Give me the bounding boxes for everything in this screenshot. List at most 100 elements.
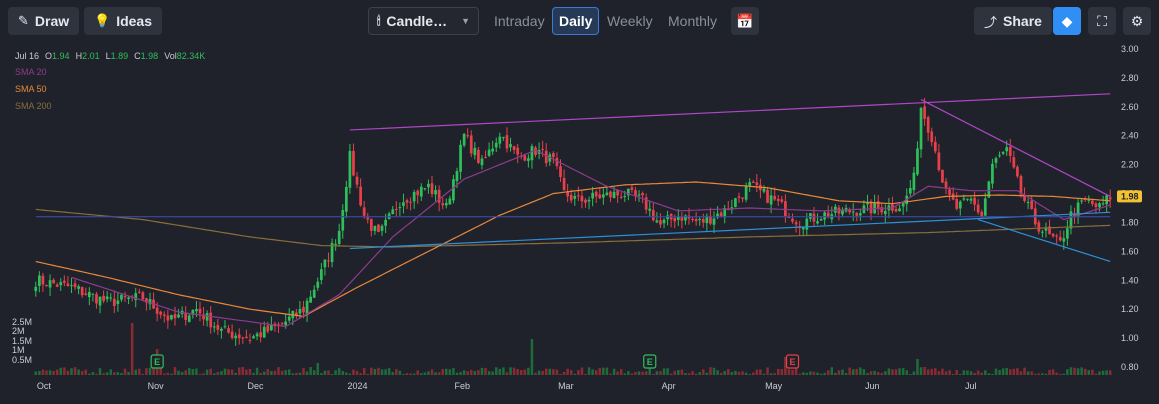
volume-bar [320, 373, 323, 375]
candle-body [601, 194, 605, 198]
ideas-button[interactable]: 💡 Ideas [84, 7, 162, 35]
volume-bar [805, 372, 809, 375]
volume-bar [891, 369, 894, 375]
volume-bar [409, 373, 412, 375]
tab-daily[interactable]: Daily [552, 7, 600, 35]
calendar-button[interactable]: 📅 [731, 7, 759, 35]
volume-bar [480, 367, 484, 375]
volume-bar [373, 368, 377, 375]
share-button[interactable]: ⤴ Share [974, 7, 1052, 35]
candle-body [655, 220, 659, 223]
volume-bar [298, 372, 302, 375]
volume-bar [277, 367, 280, 375]
candle-body [776, 198, 780, 201]
volume-bar [587, 367, 591, 375]
volume-bar [669, 373, 673, 375]
legend-sma-20[interactable]: SMA 20 [15, 67, 47, 77]
volume-bar [113, 372, 116, 375]
fullscreen-button[interactable]: ⛶ [1088, 7, 1116, 35]
volume-bar [470, 369, 473, 375]
volume-bar [34, 371, 38, 375]
earnings-marker[interactable]: E [150, 354, 164, 369]
draw-button[interactable]: ✎ Draw [8, 7, 80, 35]
candle-body [894, 208, 898, 212]
candle-body [816, 221, 819, 224]
candle-body [598, 194, 602, 199]
volume-bar [416, 370, 419, 375]
volume-bar [1044, 373, 1048, 375]
candle-body [502, 136, 505, 138]
tab-intraday[interactable]: Intraday [494, 13, 545, 29]
volume-bar [991, 373, 994, 375]
volume-bar [577, 370, 580, 375]
volume-bar [1076, 368, 1080, 375]
volume-bar [569, 370, 573, 375]
settings-button[interactable]: ⚙ [1123, 7, 1151, 35]
y-tick-label: 3.00 [1121, 44, 1139, 54]
candle-body [105, 296, 109, 300]
volume-bar [291, 373, 295, 375]
volume-bar [77, 369, 80, 375]
legend-sma-200[interactable]: SMA 200 [15, 101, 52, 111]
lightbulb-icon: 💡 [94, 13, 111, 28]
volume-bar [1012, 368, 1016, 375]
candle-body [680, 217, 684, 221]
sma-20-line [71, 149, 1111, 328]
candle-body [155, 307, 159, 314]
volume-bar [916, 359, 919, 375]
chevron-down-icon: ▼ [461, 16, 470, 26]
volume-bar [184, 370, 187, 375]
volume-bar [869, 371, 873, 375]
volume-bar [548, 368, 552, 375]
volume-bar [716, 370, 719, 375]
volume-bar [359, 373, 362, 375]
volume-bar [223, 368, 227, 375]
volume-tick-label: 0.5M [12, 355, 32, 365]
volume-bar [377, 367, 380, 375]
volume-bar [209, 368, 212, 375]
candle-body [369, 218, 373, 231]
candle-body [791, 218, 794, 222]
tab-monthly[interactable]: Monthly [668, 13, 718, 29]
earnings-marker[interactable]: E [785, 354, 800, 369]
volume-bar [337, 368, 341, 375]
candle-body [941, 169, 944, 183]
legend-sma-50[interactable]: SMA 50 [15, 84, 47, 94]
candle-body [1023, 194, 1026, 201]
volume-tick-label: 1.5M [12, 336, 32, 346]
tab-weekly[interactable]: Weekly [607, 13, 653, 29]
earnings-marker[interactable]: E [643, 354, 657, 369]
candle-body [334, 243, 337, 245]
candle-body [955, 198, 959, 209]
y-tick-label: 1.20 [1121, 304, 1139, 314]
volume-bar [170, 373, 173, 375]
candle-body [109, 297, 113, 299]
ohlc-legend: Jul 16 O1.94 H2.01 L1.89 C1.98 Vol82.34K [15, 51, 205, 61]
volume-bar [787, 369, 791, 375]
candle-body [566, 191, 570, 197]
volume-bar [180, 372, 184, 375]
pencil-icon: ✎ [18, 13, 29, 28]
volume-bar [734, 370, 737, 375]
chart-type-select[interactable]: 🕯 Candle… ▼ [368, 7, 479, 35]
candle-body [712, 218, 716, 225]
volume-bar [395, 369, 398, 375]
volume-bar [230, 369, 234, 375]
candle-body [766, 189, 769, 203]
candle-body [266, 325, 270, 332]
candle-body [198, 308, 202, 314]
candle-body [220, 328, 223, 331]
candle-body [580, 195, 584, 202]
candle-body [609, 191, 612, 198]
candle-body [530, 146, 534, 161]
volume-bar [466, 371, 469, 375]
volume-bar [341, 370, 345, 375]
volume-bar [723, 371, 726, 375]
earnings-marker-label: E [790, 357, 796, 367]
premium-button[interactable]: ◆ [1053, 7, 1081, 35]
volume-bar [366, 373, 370, 375]
candle-body [348, 150, 352, 188]
candle-body [1037, 222, 1041, 232]
volume-bar [652, 373, 655, 375]
